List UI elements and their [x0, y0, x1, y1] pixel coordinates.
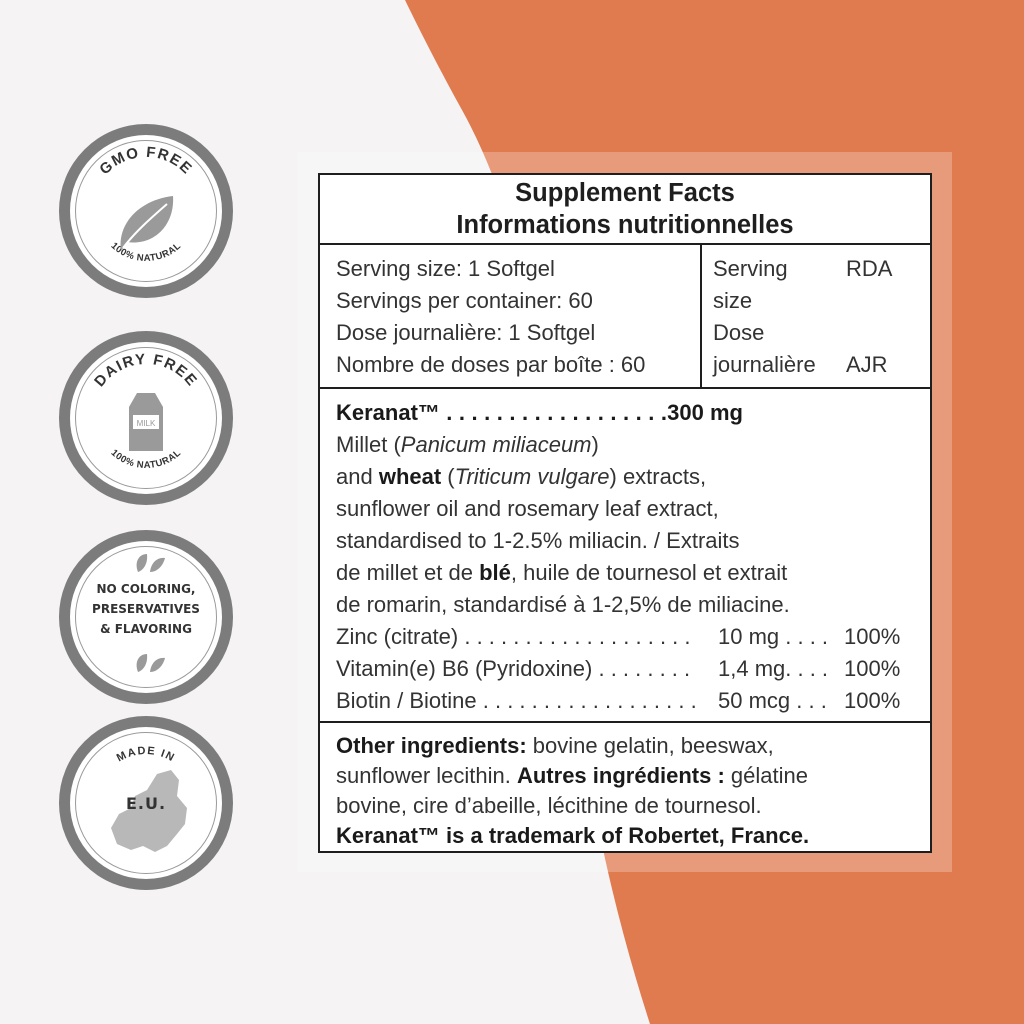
dose-header-1: Dose	[713, 320, 765, 345]
text-bold: Other ingredients:	[336, 733, 527, 758]
badge-line-1: NO COLORING,	[96, 582, 196, 596]
dairy-free-badge: DAIRY FREE 100% NATURAL MILK	[59, 331, 233, 505]
no-coloring-badge: NO COLORING, PRESERVATIVES & FLAVORING	[59, 530, 233, 704]
facts-title-fr: Informations nutritionnelles	[456, 211, 794, 239]
badge-top-text: GMO FREE	[96, 144, 194, 178]
text: Millet (	[336, 432, 401, 457]
nutrient-b6-rda: 100%	[844, 656, 901, 681]
nutrient-biotin-label: Biotin / Biotine . . . . . . . . . . . .…	[336, 688, 697, 713]
text-bold: Autres ingrédients :	[516, 763, 725, 788]
nutrient-biotin-rda: 100%	[844, 688, 901, 713]
text-italic: Triticum vulgare	[454, 464, 610, 489]
badge-line-2: PRESERVATIVES	[92, 602, 200, 616]
nutrient-zinc-amount: 10 mg . . . .	[718, 624, 829, 649]
badge-top-text: MADE IN	[115, 745, 176, 765]
keranat-line: Keranat™ . . . . . . . . . . . . . . . .…	[336, 397, 743, 429]
svg-text:MADE IN: MADE IN	[115, 745, 177, 765]
milk-carton-icon: MILK	[129, 393, 163, 451]
svg-text:DAIRY FREE: DAIRY FREE	[91, 351, 201, 390]
keranat-desc-3: sunflower oil and rosemary leaf extract,	[336, 496, 719, 521]
keranat-desc-6: de romarin, standardisé à 1-2,5% de mili…	[336, 592, 790, 617]
facts-header: Supplement Facts Informations nutritionn…	[320, 177, 930, 241]
dose-header-2: journalière	[713, 352, 816, 377]
badge-top-text: DAIRY FREE	[91, 351, 199, 390]
divider	[320, 721, 930, 723]
keranat-name: Keranat™	[336, 400, 440, 425]
leaf-icon	[120, 196, 174, 251]
text: , huile de tournesol et extrait	[510, 560, 788, 585]
svg-text:GMO FREE: GMO FREE	[96, 144, 195, 178]
leaves-bottom-icon	[136, 654, 165, 672]
text: de millet et de	[336, 560, 480, 585]
nutrient-b6-amount: 1,4 mg. . . .	[718, 656, 829, 681]
text: )	[591, 432, 599, 457]
text: sunflower lecithin.	[336, 763, 517, 788]
text: ) extracts,	[609, 464, 707, 489]
divider	[320, 243, 930, 245]
badge-line-3: & FLAVORING	[100, 622, 192, 636]
europe-map-icon	[111, 770, 187, 852]
keranat-desc-2: and wheat (Triticum vulgare) extracts,	[336, 461, 706, 493]
other-ingredients-line-1: Other ingredients: bovine gelatin, beesw…	[336, 730, 774, 762]
servings-per-container-line: Servings per container: 60	[336, 288, 593, 313]
text-bold: blé	[479, 560, 511, 585]
text-bold: wheat	[378, 464, 442, 489]
nutrient-biotin-amount: 50 mcg . . .	[718, 688, 827, 713]
trademark-note: Keranat™ is a trademark of Robertet, Fra…	[336, 823, 810, 848]
other-ingredients-line-3: bovine, cire d’abeille, lécithine de tou…	[336, 793, 762, 818]
keranat-desc-5: de millet et de blé, huile de tournesol …	[336, 557, 787, 589]
text-italic: Panicum miliaceum	[400, 432, 592, 457]
keranat-amount: 300 mg	[667, 400, 743, 425]
made-in-eu-badge: MADE IN E.U.	[59, 716, 233, 890]
text: gélatine	[724, 763, 808, 788]
dose-journaliere-line: Dose journalière: 1 Softgel	[336, 320, 596, 345]
badge-center-text: E.U.	[125, 794, 167, 813]
leaves-top-icon	[136, 554, 165, 572]
keranat-dots: . . . . . . . . . . . . . . . . . .	[439, 400, 668, 425]
divider	[320, 387, 930, 389]
nombre-de-doses-line: Nombre de doses par boîte : 60	[336, 352, 646, 377]
text: (	[441, 464, 455, 489]
nutrient-zinc-rda: 100%	[844, 624, 901, 649]
supplement-facts-panel: Supplement Facts Informations nutritionn…	[318, 173, 932, 853]
badge-bottom-text: 100% NATURAL	[109, 240, 183, 264]
serving-size-header-2: size	[713, 288, 753, 313]
svg-text:100% NATURAL: 100% NATURAL	[109, 240, 184, 264]
rda-header: RDA	[846, 256, 893, 281]
serving-size-header-1: Serving	[713, 256, 788, 281]
milk-label: MILK	[137, 419, 156, 428]
gmo-free-badge: GMO FREE 100% NATURAL	[59, 124, 233, 298]
nutrient-zinc-label: Zinc (citrate) . . . . . . . . . . . . .…	[336, 624, 691, 649]
facts-title-en: Supplement Facts	[515, 179, 735, 207]
ajr-header: AJR	[846, 352, 888, 377]
text: and	[336, 464, 379, 489]
keranat-desc-4: standardised to 1-2.5% miliacin. / Extra…	[336, 528, 740, 553]
keranat-desc-1: Millet (Panicum miliaceum)	[336, 429, 599, 461]
nutrient-b6-label: Vitamin(e) B6 (Pyridoxine) . . . . . . .…	[336, 656, 691, 681]
serving-size-line: Serving size: 1 Softgel	[336, 256, 555, 281]
column-divider	[700, 245, 702, 387]
text: bovine gelatin, beeswax,	[526, 733, 774, 758]
other-ingredients-line-2: sunflower lecithin. Autres ingrédients :…	[336, 760, 808, 792]
